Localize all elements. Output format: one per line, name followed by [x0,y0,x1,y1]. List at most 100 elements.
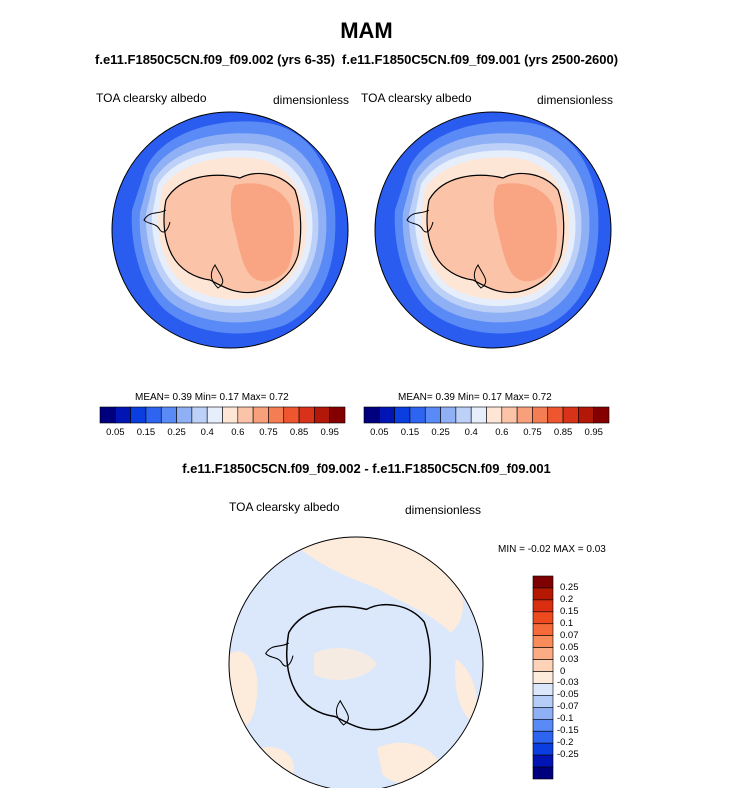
diff-colorbar-tick-label: 0.03 [560,653,579,665]
diff-colorbar-swatch [532,730,554,744]
panel1-colorbar-swatch [99,406,116,424]
panel2-colorbar-swatch [470,406,487,424]
panel1-case-title: f.e11.F1850C5CN.f09_f09.002 (yrs 6-35) [95,52,335,67]
diff-colorbar-swatch [532,742,554,756]
min-value: 0.17 [482,392,502,403]
panel1-colorbar-swatch [268,406,285,424]
panel1-colorbar-swatch [298,406,315,424]
panel2-case-title: f.e11.F1850C5CN.f09_f09.001 (yrs 2500-26… [342,52,619,67]
panel2-units-label: dimensionless [537,93,614,107]
panel1-colorbar-tick-label: 0.6 [231,427,245,438]
panel2-variable-label: TOA clearsky albedo [361,91,472,105]
diff-variable-label: TOA clearsky albedo [229,500,340,514]
panel2-map [375,112,611,348]
panel1-colorbar-swatch [222,406,239,424]
diff-colorbar-swatch [532,587,554,601]
panel2-colorbar-tick-label: 0.15 [400,427,420,438]
panel1-colorbar-tick-label: 0.95 [320,427,339,438]
diff-title: f.e11.F1850C5CN.f09_f09.002 - f.e11.F185… [182,461,551,476]
panel1-colorbar-swatch [206,406,223,424]
panel1-stats: MEAN= 0.39 Min= 0.17 Max= 0.72 [135,392,289,403]
mean-label: MEAN= [135,392,170,403]
panel1-colorbar-swatch [314,406,330,424]
diff-colorbar-swatch [532,623,554,637]
min-label: Min= [194,392,217,403]
panel2-colorbar-swatch [547,406,564,424]
diff-colorbar-tick-label: 0.15 [560,605,579,617]
diff-colorbar-swatch [532,599,554,613]
max-value: 0.72 [532,392,552,403]
panel1-colorbar-swatch [252,406,269,424]
diff-colorbar-swatch [532,671,554,684]
panel1-colorbar-swatch [176,406,193,424]
diff-colorbar-swatch [532,683,554,696]
diff-colorbar-tick-label: 0 [560,665,566,677]
panel1-units-label: dimensionless [273,93,350,107]
panel2-colorbar-swatch [516,406,533,424]
panel2-colorbar-swatch [363,406,380,424]
panel2-colorbar-swatch [379,406,395,424]
panel2-colorbar-tick-label: 0.95 [584,427,603,438]
panel2-colorbar-tick-label: 0.75 [523,427,542,438]
panel2-colorbar-tick-label: 0.6 [495,427,509,438]
panel1-colorbar-swatch [130,406,147,424]
min-value: 0.17 [219,392,239,403]
diff-colorbar-swatch [532,647,554,660]
diff-colorbar-tick-label: -0.07 [557,701,579,713]
diff-colorbar-tick-label: -0.2 [557,737,574,749]
panel2-colorbar-tick-label: 0.4 [464,427,478,438]
panel2-colorbar-swatch [440,406,457,424]
panel2-colorbar-tick-label: 0.05 [370,427,389,438]
panel2-colorbar-swatch [562,406,579,424]
diff-map-border [228,536,484,788]
panel1-colorbar-swatch [145,406,162,424]
diff-colorbar-tick-label: -0.03 [557,677,579,689]
diff-colorbar-swatch [532,707,554,720]
diff-max-value: 0.03 [586,544,606,555]
panel1-map [112,112,348,348]
panel1-colorbar-swatch [191,406,208,424]
panel1-colorbar [99,406,346,424]
diff-colorbar-swatch [532,754,554,768]
panel2-map-border [374,111,612,349]
diff-colorbar-tick-label: 0.25 [560,581,579,593]
diff-colorbar-tick-label: 0.2 [560,593,574,605]
panel2-stats: MEAN= 0.39 Min= 0.17 Max= 0.72 [398,392,552,403]
panel2-colorbar-swatch [532,406,549,424]
diff-colorbar-swatch [532,766,554,780]
diff-colorbar-swatch [532,659,554,672]
diff-colorbar-swatch [532,635,554,648]
panel2-colorbar-swatch [593,406,610,424]
panel1-colorbar-tick-label: 0.05 [106,427,125,438]
panel2-colorbar-swatch [455,406,472,424]
diff-colorbar-tick-label: -0.15 [557,725,579,737]
diff-colorbar-swatch [532,695,554,708]
panel1-colorbar-swatch [160,406,177,424]
panel2-colorbar-swatch [409,406,426,424]
panel1-colorbar-tick-label: 0.85 [289,427,309,438]
plot-title: MAM [340,18,393,43]
panel2-colorbar-swatch [486,406,503,424]
diff-colorbar [532,575,554,780]
panel1-colorbar-tick-label: 0.25 [167,427,186,438]
diff-colorbar-tick-label: 0.1 [560,617,574,629]
max-label: Max= [241,392,267,403]
diff-colorbar-swatch [532,611,554,625]
panel1-colorbar-swatch [237,406,254,424]
panel1-colorbar-swatch [115,406,131,424]
panel1-variable-label: TOA clearsky albedo [96,91,207,105]
diff-max-label: MAX = [553,544,584,555]
diff-colorbar-tick-label: -0.1 [557,713,574,725]
mean-value: 0.39 [435,392,455,403]
diff-colorbar-tick-label: -0.25 [557,749,579,761]
mean-label: MEAN= [398,392,433,403]
diff-min-label: MIN = [498,544,525,555]
panel1-colorbar-swatch [329,406,346,424]
diff-units-label: dimensionless [405,503,482,517]
panel2-colorbar-swatch [394,406,411,424]
panel1-colorbar-tick-label: 0.75 [259,427,278,438]
panel2-colorbar-tick-label: 0.85 [553,427,573,438]
panel2-colorbar-swatch [501,406,518,424]
diff-stats: MIN = -0.02 MAX = 0.03 [498,544,606,555]
